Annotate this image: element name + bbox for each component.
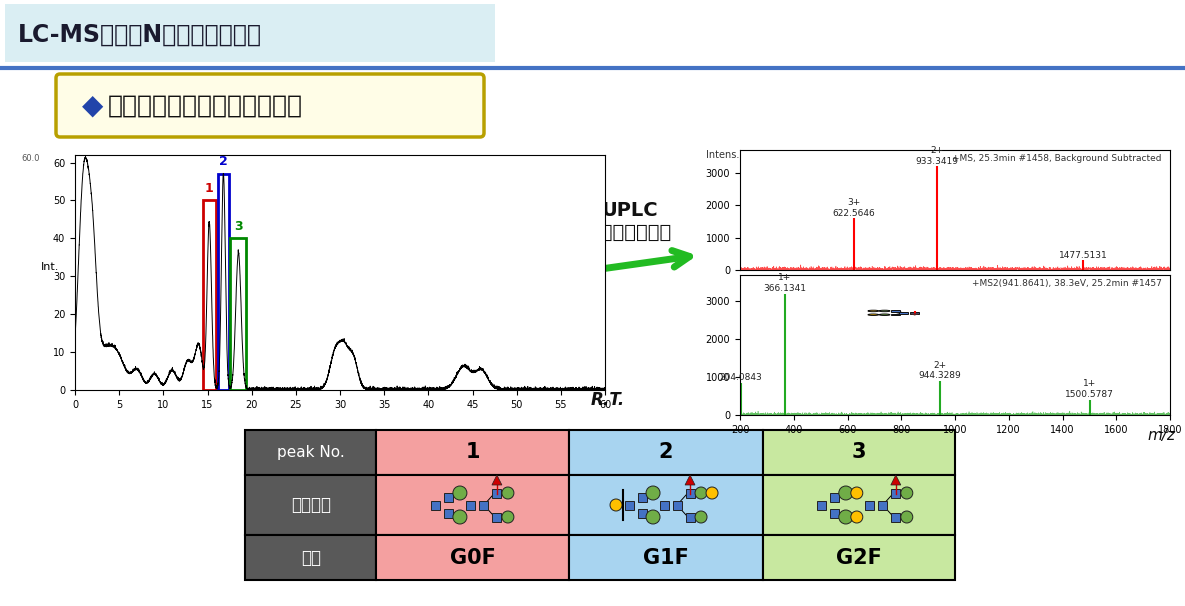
Bar [686, 488, 694, 498]
Text: 名称: 名称 [301, 548, 321, 567]
Bar [818, 501, 826, 510]
Text: MS/MS: MS/MS [1059, 304, 1165, 332]
Bar [377, 475, 570, 535]
Bar [218, 174, 229, 390]
Text: 1477.5131: 1477.5131 [1059, 251, 1108, 260]
Bar [493, 513, 501, 522]
Circle shape [901, 487, 912, 499]
Text: 各糖鎖ピークの構造を同定: 各糖鎖ピークの構造を同定 [108, 94, 303, 118]
Text: Intens.: Intens. [705, 150, 739, 160]
Bar [831, 508, 839, 518]
Text: 1: 1 [205, 182, 213, 195]
Bar [910, 312, 920, 313]
Text: 3+
622.5646: 3+ 622.5646 [832, 198, 875, 218]
Bar [431, 501, 441, 510]
Text: 2+
933.3419: 2+ 933.3419 [916, 146, 959, 165]
FancyBboxPatch shape [5, 4, 495, 62]
Circle shape [839, 510, 853, 524]
Bar [763, 475, 955, 535]
Text: 3: 3 [235, 220, 243, 233]
Bar [245, 475, 377, 535]
Circle shape [839, 486, 853, 500]
Bar [686, 513, 694, 522]
Bar [570, 535, 763, 580]
Bar [230, 238, 246, 390]
Text: 2: 2 [659, 442, 673, 462]
Bar [444, 508, 454, 518]
Bar [865, 501, 875, 510]
Text: m/z: m/z [1147, 428, 1176, 443]
Text: G2F: G2F [835, 547, 882, 567]
Circle shape [696, 487, 707, 499]
Circle shape [453, 510, 467, 524]
Bar [638, 508, 647, 518]
Circle shape [706, 487, 718, 499]
Bar [245, 535, 377, 580]
Circle shape [851, 511, 863, 523]
Bar [444, 493, 454, 502]
Bar [878, 501, 888, 510]
Circle shape [610, 499, 622, 511]
Bar [203, 201, 216, 390]
Bar [831, 493, 839, 502]
Text: 1+
1500.5787: 1+ 1500.5787 [1065, 379, 1114, 399]
Circle shape [502, 487, 514, 499]
Bar [763, 535, 955, 580]
Bar [377, 535, 570, 580]
Text: UPLC: UPLC [602, 201, 659, 219]
Bar [570, 475, 763, 535]
Text: 2: 2 [219, 155, 228, 168]
Bar [673, 501, 681, 510]
Text: 推定構造: 推定構造 [290, 496, 331, 514]
Text: 1: 1 [466, 442, 480, 462]
Text: 2+
944.3289: 2+ 944.3289 [918, 361, 961, 380]
Text: G0F: G0F [450, 547, 495, 567]
Bar [763, 430, 955, 475]
Text: +MS, 25.3min #1458, Background Subtracted: +MS, 25.3min #1458, Background Subtracte… [952, 153, 1161, 162]
Bar [660, 501, 668, 510]
Circle shape [696, 511, 707, 523]
Text: 3: 3 [852, 442, 866, 462]
Circle shape [646, 486, 660, 500]
Circle shape [851, 487, 863, 499]
Bar [891, 513, 901, 522]
Bar [891, 314, 901, 315]
Bar [898, 312, 908, 313]
Text: peak No.: peak No. [277, 445, 345, 460]
FancyBboxPatch shape [56, 74, 483, 137]
Text: クロマトグラム: クロマトグラム [589, 222, 671, 242]
Text: 1+
366.1341: 1+ 366.1341 [763, 273, 806, 293]
Circle shape [453, 486, 467, 500]
Text: LC-MSによるN型糖鎖構造解析: LC-MSによるN型糖鎖構造解析 [18, 23, 262, 47]
Bar [245, 430, 377, 475]
Polygon shape [910, 314, 918, 315]
Bar [624, 501, 634, 510]
Circle shape [867, 310, 878, 311]
Circle shape [901, 511, 912, 523]
Circle shape [879, 310, 890, 311]
Text: R.T.: R.T. [591, 391, 626, 409]
Bar [891, 310, 901, 311]
Circle shape [879, 314, 890, 316]
Bar [480, 501, 488, 510]
Text: 204.0843: 204.0843 [719, 373, 762, 382]
Bar [570, 430, 763, 475]
Bar [493, 488, 501, 498]
Circle shape [867, 314, 878, 316]
Text: 60.0: 60.0 [21, 155, 39, 163]
Circle shape [502, 511, 514, 523]
Polygon shape [492, 475, 502, 485]
Bar [377, 430, 570, 475]
Circle shape [646, 510, 660, 524]
Bar [638, 493, 647, 502]
Text: G1F: G1F [643, 547, 688, 567]
Text: MS: MS [1113, 170, 1165, 199]
Bar [467, 501, 475, 510]
Polygon shape [685, 475, 696, 485]
Y-axis label: Int.: Int. [41, 262, 59, 273]
Polygon shape [891, 475, 901, 485]
Text: ◆: ◆ [82, 92, 103, 120]
Bar [891, 488, 901, 498]
Text: +MS2(941.8641), 38.3eV, 25.2min #1457: +MS2(941.8641), 38.3eV, 25.2min #1457 [972, 279, 1161, 288]
